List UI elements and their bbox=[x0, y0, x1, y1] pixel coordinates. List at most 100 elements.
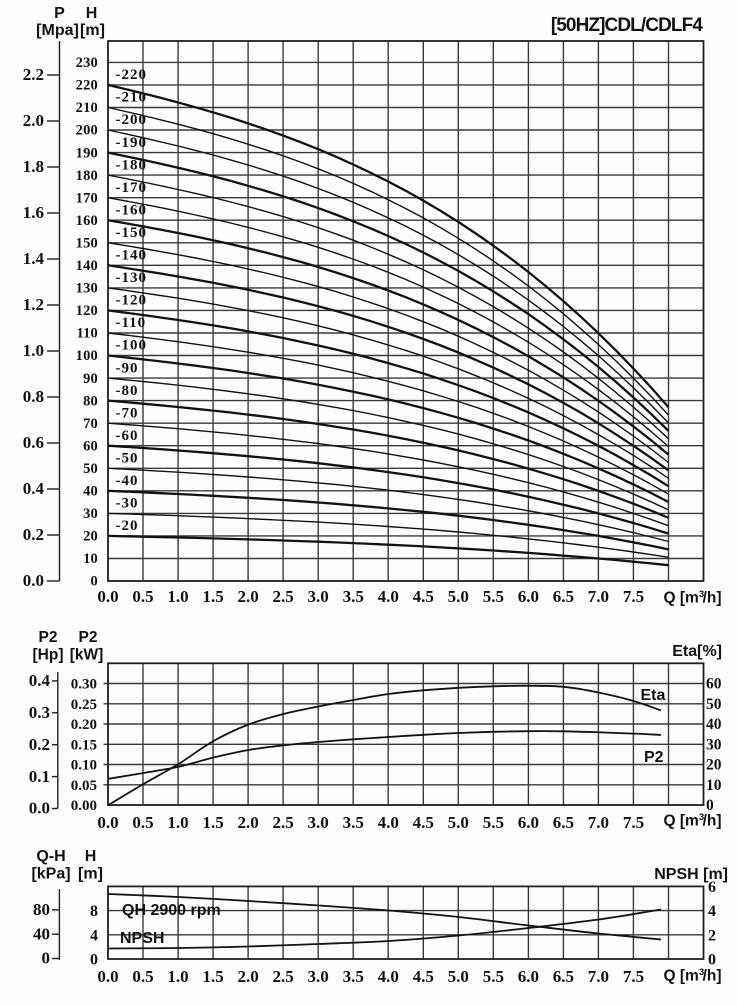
svg-text:-40: -40 bbox=[116, 473, 139, 489]
svg-text:0: 0 bbox=[42, 949, 51, 968]
svg-text:2.0: 2.0 bbox=[23, 111, 44, 130]
svg-text:Q [m3/h]: Q [m3/h] bbox=[664, 967, 722, 985]
svg-text:-110: -110 bbox=[116, 315, 147, 331]
svg-text:0.0: 0.0 bbox=[97, 967, 118, 986]
svg-text:NPSH [m]: NPSH [m] bbox=[654, 866, 728, 883]
svg-text:NPSH: NPSH bbox=[120, 930, 164, 947]
svg-text:210: 210 bbox=[76, 100, 98, 116]
svg-text:3.0: 3.0 bbox=[308, 967, 329, 986]
svg-text:0.4: 0.4 bbox=[23, 479, 45, 498]
svg-text:150: 150 bbox=[76, 235, 98, 251]
svg-text:120: 120 bbox=[76, 303, 98, 319]
svg-text:190: 190 bbox=[76, 145, 98, 161]
svg-text:0.25: 0.25 bbox=[71, 697, 97, 713]
svg-text:0.5: 0.5 bbox=[132, 813, 153, 832]
svg-text:0: 0 bbox=[708, 952, 716, 969]
svg-text:50: 50 bbox=[83, 461, 98, 477]
svg-text:7.0: 7.0 bbox=[588, 967, 609, 986]
svg-text:0.10: 0.10 bbox=[71, 758, 97, 774]
svg-text:1.0: 1.0 bbox=[167, 967, 188, 986]
svg-text:P: P bbox=[54, 5, 65, 22]
svg-text:-50: -50 bbox=[116, 450, 139, 466]
svg-text:230: 230 bbox=[76, 55, 98, 71]
svg-text:2.5: 2.5 bbox=[273, 587, 294, 606]
svg-text:4: 4 bbox=[90, 927, 98, 944]
svg-text:8: 8 bbox=[90, 903, 98, 920]
svg-text:[kW]: [kW] bbox=[70, 647, 104, 664]
svg-text:-30: -30 bbox=[116, 496, 139, 512]
svg-text:Eta: Eta bbox=[641, 687, 666, 704]
svg-text:-210: -210 bbox=[116, 90, 148, 106]
svg-text:130: 130 bbox=[76, 281, 98, 297]
svg-text:60: 60 bbox=[83, 438, 98, 454]
svg-text:4.5: 4.5 bbox=[413, 813, 434, 832]
svg-text:7.0: 7.0 bbox=[588, 587, 609, 606]
svg-text:3.0: 3.0 bbox=[308, 587, 329, 606]
svg-text:90: 90 bbox=[83, 371, 98, 387]
svg-text:-60: -60 bbox=[116, 428, 139, 444]
svg-text:30: 30 bbox=[83, 506, 98, 522]
svg-text:Q [m3/h]: Q [m3/h] bbox=[664, 589, 722, 607]
svg-text:5.5: 5.5 bbox=[483, 587, 504, 606]
svg-text:170: 170 bbox=[76, 190, 98, 206]
svg-text:7.5: 7.5 bbox=[623, 813, 644, 832]
svg-text:1.0: 1.0 bbox=[167, 587, 188, 606]
svg-text:2.0: 2.0 bbox=[237, 587, 258, 606]
svg-text:5.0: 5.0 bbox=[448, 587, 469, 606]
svg-text:Eta[%]: Eta[%] bbox=[672, 643, 722, 660]
svg-text:3.5: 3.5 bbox=[343, 967, 364, 986]
svg-text:0.05: 0.05 bbox=[71, 778, 97, 794]
svg-text:1.5: 1.5 bbox=[202, 813, 223, 832]
svg-text:Q-H: Q-H bbox=[36, 848, 65, 865]
svg-text:-180: -180 bbox=[116, 157, 148, 173]
svg-text:50: 50 bbox=[706, 696, 722, 713]
svg-text:H: H bbox=[85, 848, 97, 865]
svg-text:Q [m3/h]: Q [m3/h] bbox=[664, 812, 722, 830]
svg-text:80: 80 bbox=[33, 900, 50, 919]
svg-text:220: 220 bbox=[76, 78, 98, 94]
svg-text:[Mpa]: [Mpa] bbox=[36, 22, 79, 39]
svg-text:4.0: 4.0 bbox=[378, 813, 399, 832]
svg-text:3.0: 3.0 bbox=[308, 813, 329, 832]
svg-text:6.5: 6.5 bbox=[553, 967, 574, 986]
svg-text:100: 100 bbox=[76, 348, 98, 364]
svg-text:0.2: 0.2 bbox=[23, 525, 44, 544]
svg-text:70: 70 bbox=[83, 416, 98, 432]
svg-text:6.5: 6.5 bbox=[553, 587, 574, 606]
svg-text:1.2: 1.2 bbox=[23, 295, 44, 314]
svg-text:-90: -90 bbox=[116, 360, 139, 376]
svg-text:0.15: 0.15 bbox=[71, 737, 97, 753]
svg-text:40: 40 bbox=[706, 716, 722, 733]
svg-text:6.0: 6.0 bbox=[518, 813, 539, 832]
svg-text:7.5: 7.5 bbox=[623, 587, 644, 606]
svg-text:160: 160 bbox=[76, 213, 98, 229]
svg-text:0: 0 bbox=[706, 797, 714, 814]
svg-text:2.2: 2.2 bbox=[23, 65, 44, 84]
svg-text:200: 200 bbox=[76, 123, 98, 139]
svg-text:3.5: 3.5 bbox=[343, 813, 364, 832]
svg-text:20: 20 bbox=[706, 757, 722, 774]
svg-text:6: 6 bbox=[708, 879, 716, 896]
svg-text:0.4: 0.4 bbox=[29, 671, 51, 690]
svg-text:-70: -70 bbox=[116, 405, 139, 421]
svg-text:1.0: 1.0 bbox=[23, 341, 44, 360]
svg-text:2.5: 2.5 bbox=[273, 813, 294, 832]
svg-text:-20: -20 bbox=[116, 518, 139, 534]
svg-text:4.5: 4.5 bbox=[413, 587, 434, 606]
svg-text:7.0: 7.0 bbox=[588, 813, 609, 832]
svg-text:0.5: 0.5 bbox=[132, 587, 153, 606]
svg-text:110: 110 bbox=[76, 326, 98, 342]
svg-text:0.0: 0.0 bbox=[97, 587, 118, 606]
svg-text:40: 40 bbox=[83, 484, 98, 500]
svg-text:-100: -100 bbox=[116, 338, 148, 354]
svg-text:0.00: 0.00 bbox=[71, 798, 97, 814]
svg-text:0.30: 0.30 bbox=[71, 677, 97, 693]
svg-text:H: H bbox=[86, 5, 98, 22]
svg-text:0.5: 0.5 bbox=[132, 967, 153, 986]
svg-text:4.0: 4.0 bbox=[378, 967, 399, 986]
svg-text:0.6: 0.6 bbox=[23, 433, 44, 452]
svg-text:1.8: 1.8 bbox=[23, 157, 44, 176]
svg-text:-130: -130 bbox=[116, 270, 148, 286]
svg-text:[kPa]: [kPa] bbox=[31, 866, 70, 883]
svg-text:1.5: 1.5 bbox=[202, 587, 223, 606]
